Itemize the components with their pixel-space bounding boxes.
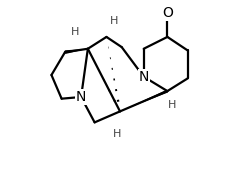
Text: H: H <box>110 16 118 26</box>
Text: O: O <box>162 6 173 20</box>
Text: H: H <box>71 27 79 37</box>
Polygon shape <box>65 49 88 54</box>
Text: H: H <box>112 129 121 139</box>
Text: H: H <box>168 100 177 110</box>
Text: N: N <box>76 90 86 104</box>
Text: N: N <box>138 70 149 84</box>
Polygon shape <box>120 90 168 111</box>
